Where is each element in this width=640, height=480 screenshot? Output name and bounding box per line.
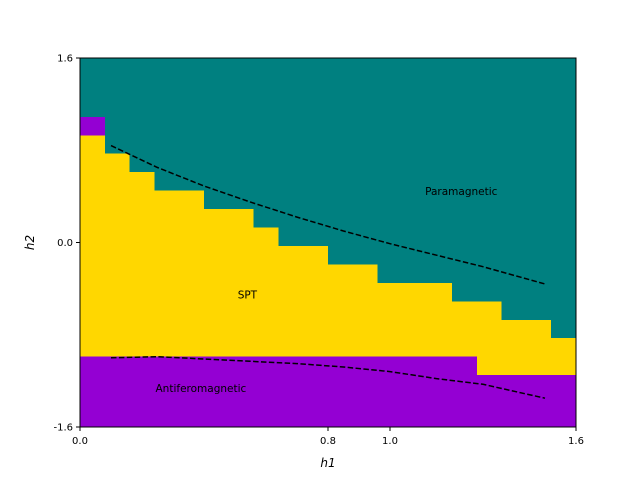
- y-tick-label-2: 1.6: [57, 54, 73, 65]
- boundary-line-2: [110, 355, 546, 399]
- y-axis-ticks: -1.6 0.0 1.6: [53, 54, 80, 434]
- afm-cell-8: [377, 356, 452, 427]
- afm-cell-6: [278, 356, 328, 427]
- afm-cell-10: [476, 375, 502, 427]
- afm-cell-4: [204, 356, 254, 427]
- plot-area: [80, 58, 576, 427]
- spt-cell-9: [452, 301, 477, 357]
- afm-cell-5: [253, 356, 279, 427]
- spt-cell-2: [129, 172, 155, 357]
- x-tick-label-1: 0.8: [320, 436, 336, 447]
- spt-cell-7: [328, 264, 378, 357]
- spt-cell-11: [501, 319, 552, 376]
- x-axis-label: h1: [320, 456, 335, 470]
- region-label-paramagnetic: Paramagnetic: [425, 186, 498, 198]
- spt-cell-12: [551, 338, 576, 376]
- x-tick-label-3: 1.6: [568, 436, 584, 447]
- afm-cell-1: [104, 356, 130, 427]
- boundary-lines: [110, 144, 546, 399]
- spt-cell-5: [253, 227, 279, 357]
- afm-cell-2: [129, 356, 155, 427]
- afm-cell-3: [154, 356, 204, 427]
- region-labels: Paramagnetic SPT Antiferomagnetic: [156, 186, 498, 395]
- y-axis-label: h2: [23, 235, 37, 250]
- afm-cell-12: [551, 375, 576, 427]
- spt-cell-6: [278, 245, 328, 357]
- afm-cell-11: [501, 375, 552, 427]
- y-tick-label-0: -1.6: [53, 423, 73, 434]
- afm-cell-0: [80, 356, 105, 427]
- x-axis-ticks: 0.0 0.8 1.0 1.6: [72, 427, 584, 447]
- spt-cell-3: [154, 190, 204, 357]
- region-label-spt: SPT: [238, 290, 258, 302]
- spt-cell-0: [80, 135, 105, 357]
- spt-cell-10: [476, 301, 502, 376]
- region-label-antiferomagnetic: Antiferomagnetic: [156, 383, 247, 395]
- afm-top-cell-0: [80, 116, 105, 136]
- boundary-line-1: [110, 144, 546, 285]
- afm-cell-9: [452, 356, 477, 427]
- y-tick-label-1: 0.0: [57, 238, 73, 249]
- spt-cell-8: [377, 282, 452, 357]
- x-tick-label-2: 1.0: [382, 436, 398, 447]
- spt-cell-4: [204, 209, 254, 357]
- spt-cell-1: [104, 153, 130, 357]
- x-tick-label-0: 0.0: [72, 436, 88, 447]
